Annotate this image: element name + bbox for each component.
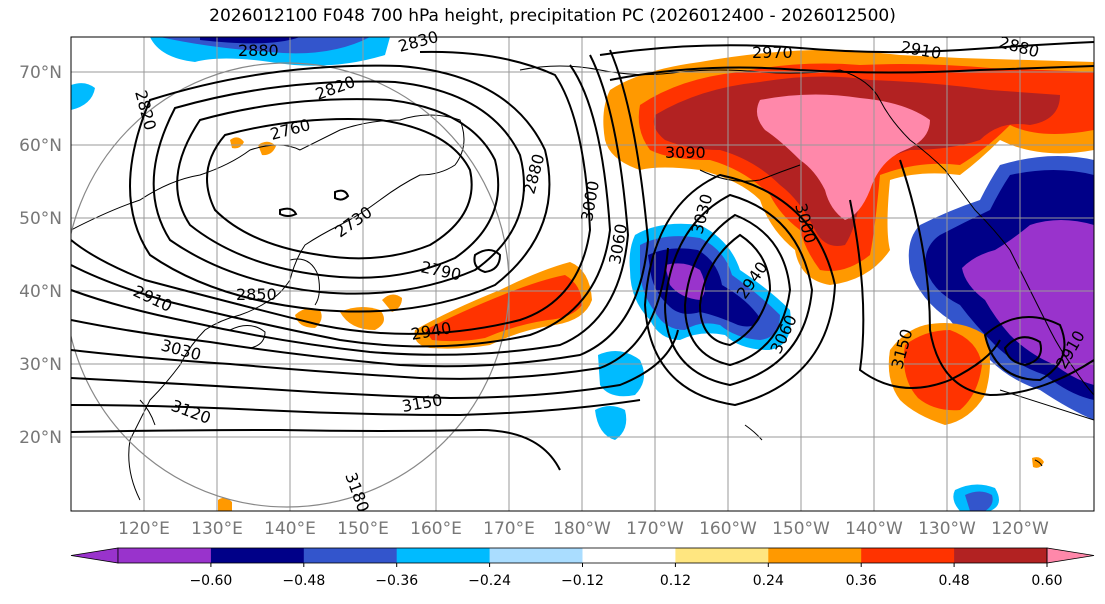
colorbar-segment xyxy=(954,548,1048,563)
colorbar-segment xyxy=(768,548,862,563)
colorbar-tick-label: 0.48 xyxy=(939,573,970,589)
colorbar-tick-label: 0.24 xyxy=(753,573,784,589)
colorbar-segment xyxy=(861,548,955,563)
colorbar: −0.60 −0.48 −0.36 −0.24 −0.12 0.12 0.24 0.36 0.4… xyxy=(70,547,1095,589)
colorbar-extend-max xyxy=(1046,547,1095,564)
lon-label: 140°W xyxy=(845,519,903,539)
lon-label: 140°E xyxy=(264,519,316,539)
graticule xyxy=(71,37,1094,511)
lon-label: 120°W xyxy=(991,519,1049,539)
plot-area xyxy=(71,37,1094,511)
lon-label: 130°W xyxy=(918,519,976,539)
lon-label: 170°W xyxy=(626,519,684,539)
colorbar-segment xyxy=(489,548,583,563)
colorbar-ticks: −0.60 −0.48 −0.36 −0.24 −0.12 0.12 0.24 0.36 0.4… xyxy=(189,563,1063,589)
precip-area xyxy=(382,294,402,312)
lat-label: 40°N xyxy=(19,282,62,302)
colorbar-tick-label: −0.36 xyxy=(375,573,418,589)
colorbar-segment xyxy=(396,548,491,563)
map-title: 2026012100 F048 700 hPa height, precipit… xyxy=(209,6,896,26)
colorbar-segments xyxy=(70,547,1095,564)
lon-label: 130°E xyxy=(191,519,243,539)
colorbar-tick-label: −0.48 xyxy=(282,573,325,589)
latitude-axis: 70°N 60°N 50°N 40°N 30°N 20°N xyxy=(19,63,62,448)
contour-label: 2880 xyxy=(238,41,279,60)
precip-area xyxy=(200,37,300,44)
colorbar-segment xyxy=(675,548,769,563)
precip-area xyxy=(71,83,95,110)
range-circle xyxy=(71,62,510,508)
lat-label: 50°N xyxy=(19,209,62,229)
colorbar-segment xyxy=(582,548,676,563)
lon-label: 180°W xyxy=(553,519,611,539)
lon-label: 160°W xyxy=(699,519,757,539)
colorbar-segment xyxy=(118,548,212,563)
lon-label: 150°E xyxy=(337,519,389,539)
contour-label: 3090 xyxy=(665,143,706,162)
precip-shading xyxy=(71,37,1094,511)
lon-label: 150°W xyxy=(772,519,830,539)
longitude-axis: 120°E 130°E 140°E 150°E 160°E 170°E 180°… xyxy=(118,519,1049,539)
lon-label: 170°E xyxy=(483,519,535,539)
height-contours xyxy=(71,41,1094,471)
precip-area xyxy=(425,275,582,342)
colorbar-segment xyxy=(303,548,398,563)
precip-area xyxy=(218,497,232,511)
plot-frame xyxy=(70,36,1095,512)
precip-area xyxy=(340,306,384,330)
contour-label: 2970 xyxy=(752,43,793,62)
colorbar-extend-min xyxy=(70,547,119,564)
colorbar-tick-label: 0.36 xyxy=(846,573,877,589)
colorbar-tick-label: −0.24 xyxy=(468,573,511,589)
precip-area xyxy=(595,406,627,440)
precip-area xyxy=(230,137,244,149)
colorbar-tick-label: 0.12 xyxy=(660,573,691,589)
colorbar-segment xyxy=(210,548,305,563)
lon-label: 160°E xyxy=(410,519,462,539)
lat-label: 20°N xyxy=(19,428,62,448)
precip-area xyxy=(965,491,993,511)
precip-area xyxy=(756,94,930,220)
precip-area xyxy=(598,351,644,397)
precip-area xyxy=(962,220,1094,385)
precip-area xyxy=(903,330,982,411)
lat-label: 70°N xyxy=(19,63,62,83)
lat-label: 60°N xyxy=(19,136,62,156)
colorbar-tick-label: 0.60 xyxy=(1031,573,1062,589)
contour-label: 2850 xyxy=(236,285,277,304)
colorbar-tick-label: −0.60 xyxy=(189,573,232,589)
lat-label: 30°N xyxy=(19,355,62,375)
lon-label: 120°E xyxy=(118,519,170,539)
colorbar-tick-label: −0.12 xyxy=(561,573,604,589)
